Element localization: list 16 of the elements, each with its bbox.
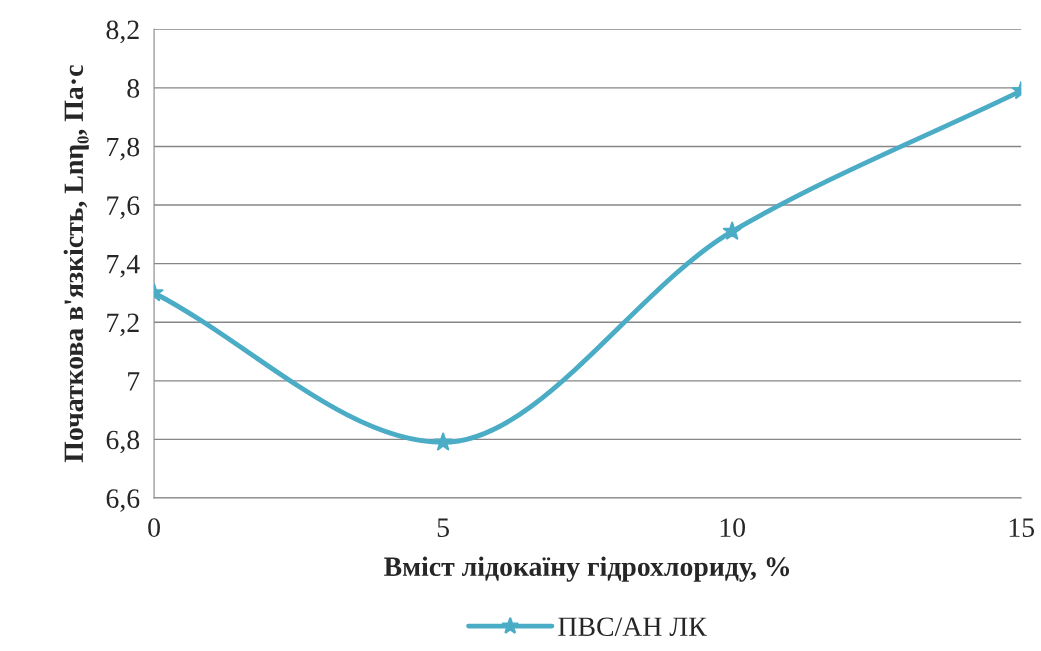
y-tick-label: 7,8	[107, 137, 140, 161]
y-tick-label: 7,4	[107, 255, 140, 278]
y-tick-label: 6,8	[106, 430, 140, 454]
y-tick-label: 7	[128, 372, 140, 391]
x-tick-label: 5	[437, 518, 449, 538]
y-tick-label: 7,6	[107, 196, 140, 219]
x-tick-label: 0	[148, 518, 160, 538]
x-tick-label: 15	[1009, 518, 1035, 538]
x-tick-label: 10	[720, 518, 745, 538]
x-axis-title: Вміст лідокаїну гідрохлориду, %	[384, 556, 790, 582]
y-tick-label: 6,6	[106, 489, 140, 512]
y-tick-label: 7,2	[107, 313, 139, 337]
y-tick-label: 8	[127, 79, 140, 98]
y-axis-title: Початкова в'язкість, Lnη₀, Па·с	[63, 65, 89, 463]
y-tick-label: 8,2	[106, 20, 139, 44]
legend-label: ПВС/АН ЛК	[558, 617, 707, 637]
